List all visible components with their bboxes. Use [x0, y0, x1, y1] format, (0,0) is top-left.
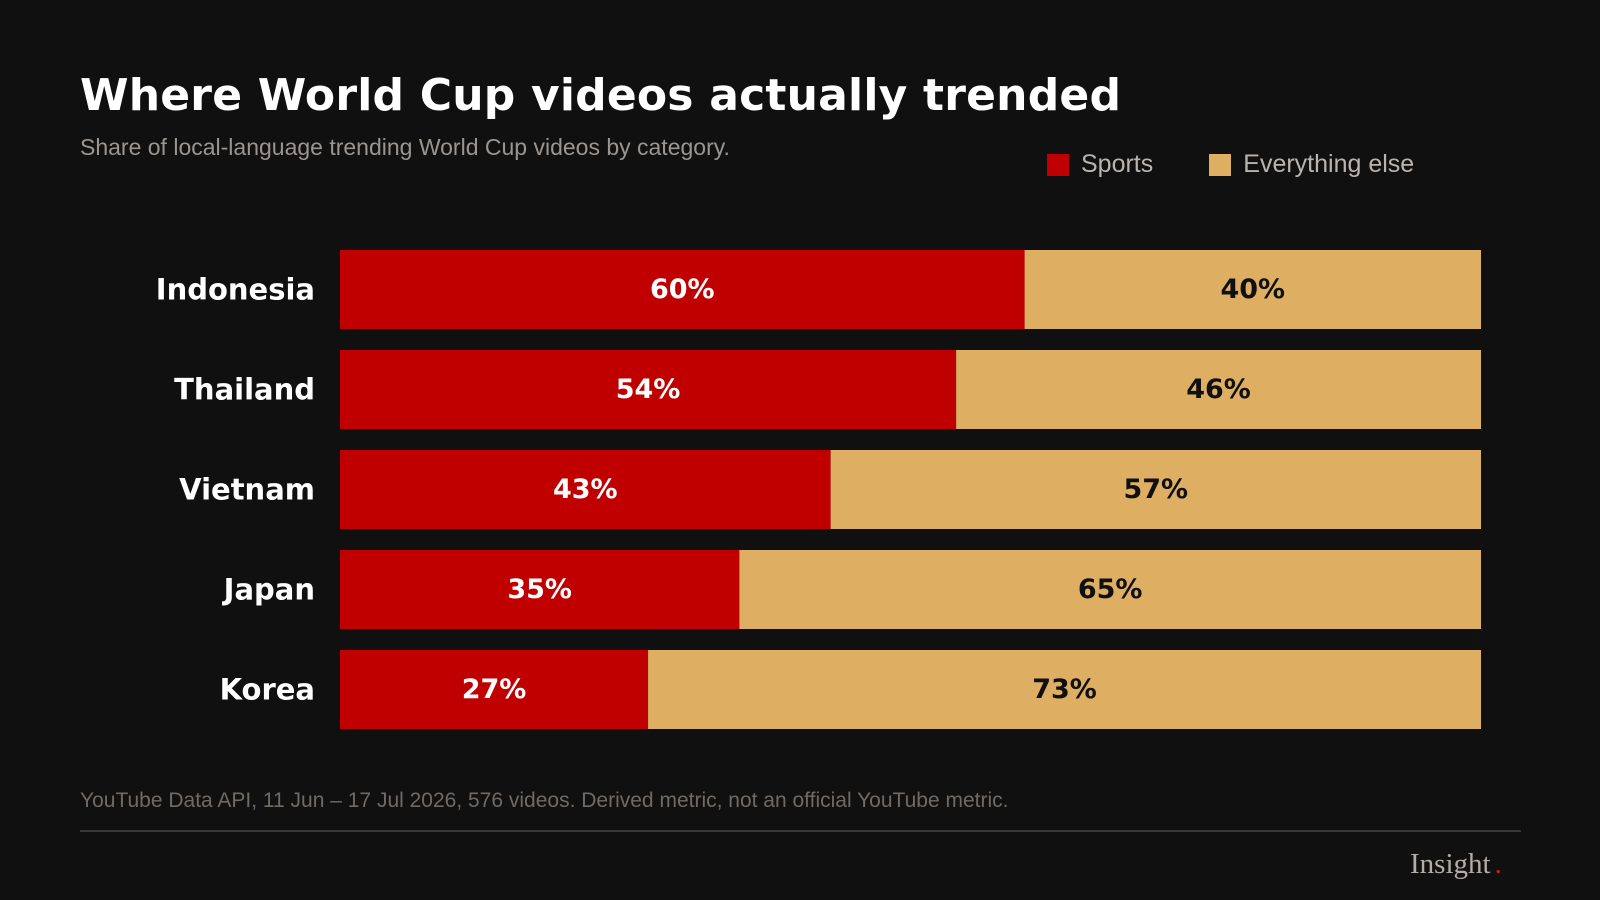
legend-item-everything-else: Everything else [1209, 150, 1414, 179]
legend-item-sports: Sports [1047, 150, 1153, 179]
data-label-sports-vietnam: 43% [553, 474, 618, 505]
bar-sports-indonesia [340, 250, 1025, 329]
chart-subtitle: Share of local-language trending World C… [80, 134, 730, 160]
bar-everything-else-japan [739, 550, 1481, 629]
source-note: YouTube Data API, 11 Jun – 17 Jul 2026, … [80, 789, 1009, 812]
footer-divider [80, 830, 1521, 832]
data-label-sports-japan: 35% [507, 574, 572, 605]
bar-everything-else-korea [648, 650, 1481, 729]
category-label-thailand: Thailand [174, 373, 315, 407]
brand-logo: Insight. [1410, 848, 1502, 881]
chart-title: Where World Cup videos actually trended [80, 70, 1122, 121]
brand-wordmark: Insight [1410, 848, 1491, 880]
data-label-sports-indonesia: 60% [650, 274, 715, 305]
data-label-everything-else-japan: 65% [1078, 574, 1143, 605]
bar-sports-japan [340, 550, 740, 629]
bar-sports-thailand [340, 350, 957, 429]
legend-label-everything-else: Everything else [1243, 150, 1415, 178]
legend: Sports Everything else [1047, 150, 1470, 179]
bar-sports-korea [340, 650, 649, 729]
category-label-korea: Korea [220, 673, 315, 707]
data-label-sports-thailand: 54% [616, 374, 681, 405]
data-label-everything-else-thailand: 46% [1186, 374, 1251, 405]
bar-everything-else-indonesia [1024, 250, 1481, 329]
category-label-indonesia: Indonesia [156, 273, 315, 307]
category-label-vietnam: Vietnam [179, 473, 315, 507]
data-label-everything-else-korea: 73% [1032, 674, 1097, 705]
bar-everything-else-thailand [956, 350, 1481, 429]
legend-label-sports: Sports [1081, 150, 1154, 178]
category-label-japan: Japan [222, 573, 315, 607]
data-label-everything-else-indonesia: 40% [1220, 274, 1285, 305]
legend-swatch-everything-else [1209, 153, 1232, 176]
stacked-bar-chart: Indonesia 60% 40% Thailand 54% 46% Vietnam 43% 5… [156, 250, 1481, 729]
data-label-sports-korea: 27% [462, 674, 527, 705]
bar-sports-vietnam [340, 450, 831, 529]
data-label-everything-else-vietnam: 57% [1123, 474, 1188, 505]
brand-dot: . [1494, 848, 1502, 880]
legend-swatch-sports [1047, 153, 1069, 176]
bar-everything-else-vietnam [830, 450, 1481, 529]
